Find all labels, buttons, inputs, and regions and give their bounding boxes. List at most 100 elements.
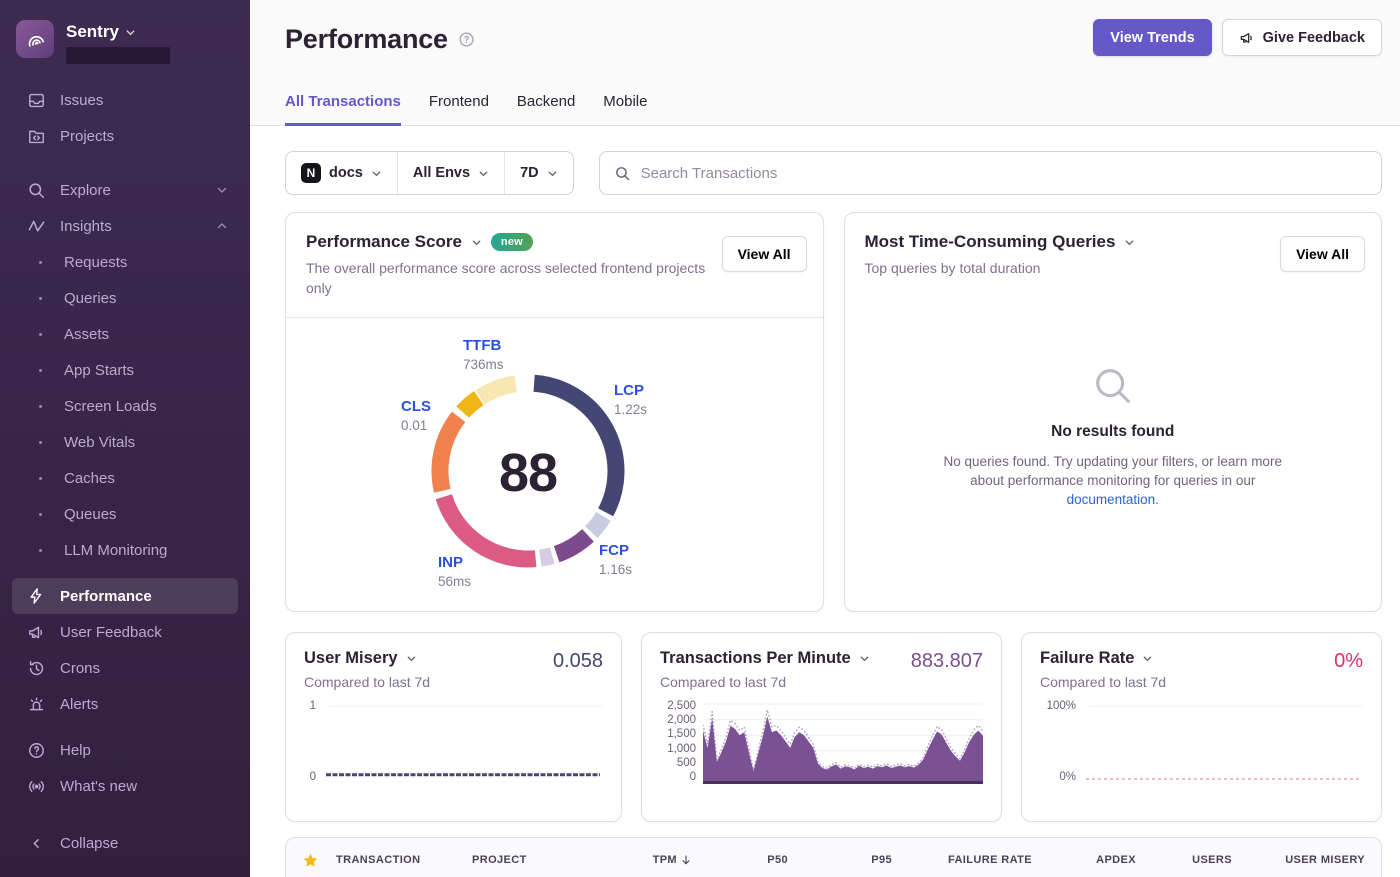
sidebar-item-crons[interactable]: Crons [12,650,238,686]
sidebar-item-label: Requests [64,253,128,271]
bullet-icon [39,548,42,552]
sidebar-item-assets[interactable]: Assets [12,316,238,352]
sidebar-item-queues[interactable]: Queues [12,496,238,532]
project-selector[interactable]: N docs [286,152,397,194]
sidebar-collapse-button[interactable]: Collapse [12,825,238,861]
search-transactions-input[interactable] [640,164,1367,182]
tab-mobile[interactable]: Mobile [603,93,648,110]
tab-frontend[interactable]: Frontend [428,93,489,110]
tab-bar: All Transactions Frontend Backend Mobile [285,93,647,126]
siren-icon [26,694,46,714]
bullet-icon [39,332,42,336]
help-icon [26,740,46,760]
give-feedback-label: Give Feedback [1262,29,1365,46]
page-header: Performance View Trends Give Feedback Al… [250,0,1400,126]
chevron-down-icon [217,187,227,193]
column-header-p95[interactable]: P95 [871,854,892,866]
chevron-down-icon[interactable] [471,237,482,248]
clock-icon [26,658,46,678]
bullet-icon [39,296,42,300]
sidebar-item-web-vitals[interactable]: Web Vitals [12,424,238,460]
performance-score-chart: 88 TTFB 736ms LCP 1.22s CLS 0.01 INP 56ms FC… [286,318,823,611]
sidebar-item-label: Performance [60,587,152,605]
view-all-button[interactable]: View All [721,236,807,272]
chevron-left-icon [26,833,46,853]
transactions-table-header: TRANSACTION PROJECT TPM P50 P95 FAILURE … [286,838,1381,877]
environment-selector[interactable]: All Envs [396,152,504,194]
star-icon[interactable] [302,852,336,869]
sidebar-item-user-feedback[interactable]: User Feedback [12,614,238,650]
sidebar-item-queries[interactable]: Queries [12,280,238,316]
score-donut-chart [431,374,625,568]
sidebar-item-insights[interactable]: Insights [12,208,238,244]
chevron-down-icon [479,170,488,176]
bullet-icon [39,404,42,408]
sidebar-item-screen-loads[interactable]: Screen Loads [12,388,238,424]
column-header-failure-rate[interactable]: FAILURE RATE [947,854,1032,866]
sidebar-item-label: Caches [64,469,115,487]
empty-state-title: No results found [1051,423,1175,440]
sidebar-item-llm-monitoring[interactable]: LLM Monitoring [12,532,238,568]
megaphone-icon [26,622,46,642]
card-title: Performance Score [306,232,462,251]
help-circle-icon[interactable] [458,31,475,48]
new-badge: new [490,233,533,251]
sidebar-item-label: Assets [64,325,110,343]
column-header-users[interactable]: USERS [1192,854,1232,866]
tab-backend[interactable]: Backend [516,93,576,110]
view-all-button[interactable]: View All [1280,236,1365,272]
sidebar-item-label: App Starts [64,361,135,379]
sidebar-item-label: Collapse [60,834,119,852]
chevron-down-icon[interactable] [1124,237,1135,248]
column-header-project[interactable]: PROJECT [472,854,527,866]
chevron-down-icon [548,170,556,176]
sidebar-item-help[interactable]: Help [12,732,238,768]
bullet-icon [39,440,42,444]
sidebar-item-label: Help [60,741,91,759]
column-header-apdex[interactable]: APDEX [1096,854,1136,866]
sidebar-item-projects[interactable]: Projects [12,118,238,154]
chevron-down-icon[interactable] [859,653,870,664]
sidebar-item-performance[interactable]: Performance [12,578,238,614]
sidebar-item-caches[interactable]: Caches [12,460,238,496]
sidebar-item-alerts[interactable]: Alerts [12,686,238,722]
page-content: N docs All Envs 7D [250,126,1400,877]
sidebar-item-label: Issues [60,91,104,109]
column-header-tpm[interactable]: TPM [600,854,692,866]
card-subtitle: Compared to last 7d [304,674,431,690]
sentry-logo-icon [16,20,54,58]
sidebar-item-explore[interactable]: Explore [12,172,238,208]
performance-score-card: Performance Score new The overall perfor… [285,212,824,613]
column-header-p50[interactable]: P50 [767,854,788,866]
column-header-transaction[interactable]: TRANSACTION [336,854,421,866]
search-transactions-box[interactable] [598,151,1382,195]
chevron-down-icon[interactable] [406,653,417,664]
column-header-user-misery[interactable]: USER MISERY [1285,854,1365,866]
search-icon [615,166,629,180]
chevron-down-icon [372,170,381,176]
chevron-down-icon[interactable] [1142,653,1153,664]
vital-lcp: LCP 1.22s [614,382,648,418]
tab-all-transactions[interactable]: All Transactions [285,93,401,126]
sidebar-item-label: Web Vitals [64,433,136,451]
sidebar-item-requests[interactable]: Requests [12,244,238,280]
date-range-selector[interactable]: 7D [504,152,573,194]
sidebar-item-label: Screen Loads [64,397,157,415]
vital-fcp: FCP 1.16s [599,542,633,578]
time-consuming-queries-card: Most Time-Consuming Queries Top queries … [843,212,1382,613]
card-title: Transactions Per Minute [660,649,851,667]
search-icon [26,180,46,200]
view-trends-button[interactable]: View Trends [1093,19,1212,56]
environment-selector-value: All Envs [412,165,471,181]
give-feedback-button[interactable]: Give Feedback [1221,19,1382,56]
documentation-link[interactable]: documentation [1066,491,1156,507]
sidebar-item-label: LLM Monitoring [64,541,168,559]
sidebar-item-issues[interactable]: Issues [12,82,238,118]
org-switcher[interactable]: Sentry [0,14,250,82]
bullet-icon [39,260,42,264]
sidebar-item-app-starts[interactable]: App Starts [12,352,238,388]
score-value: 88 [498,443,558,504]
sidebar-item-whats-new[interactable]: What's new [12,768,238,804]
sidebar-nav: Issues Projects Explore Insights Request… [0,82,250,861]
